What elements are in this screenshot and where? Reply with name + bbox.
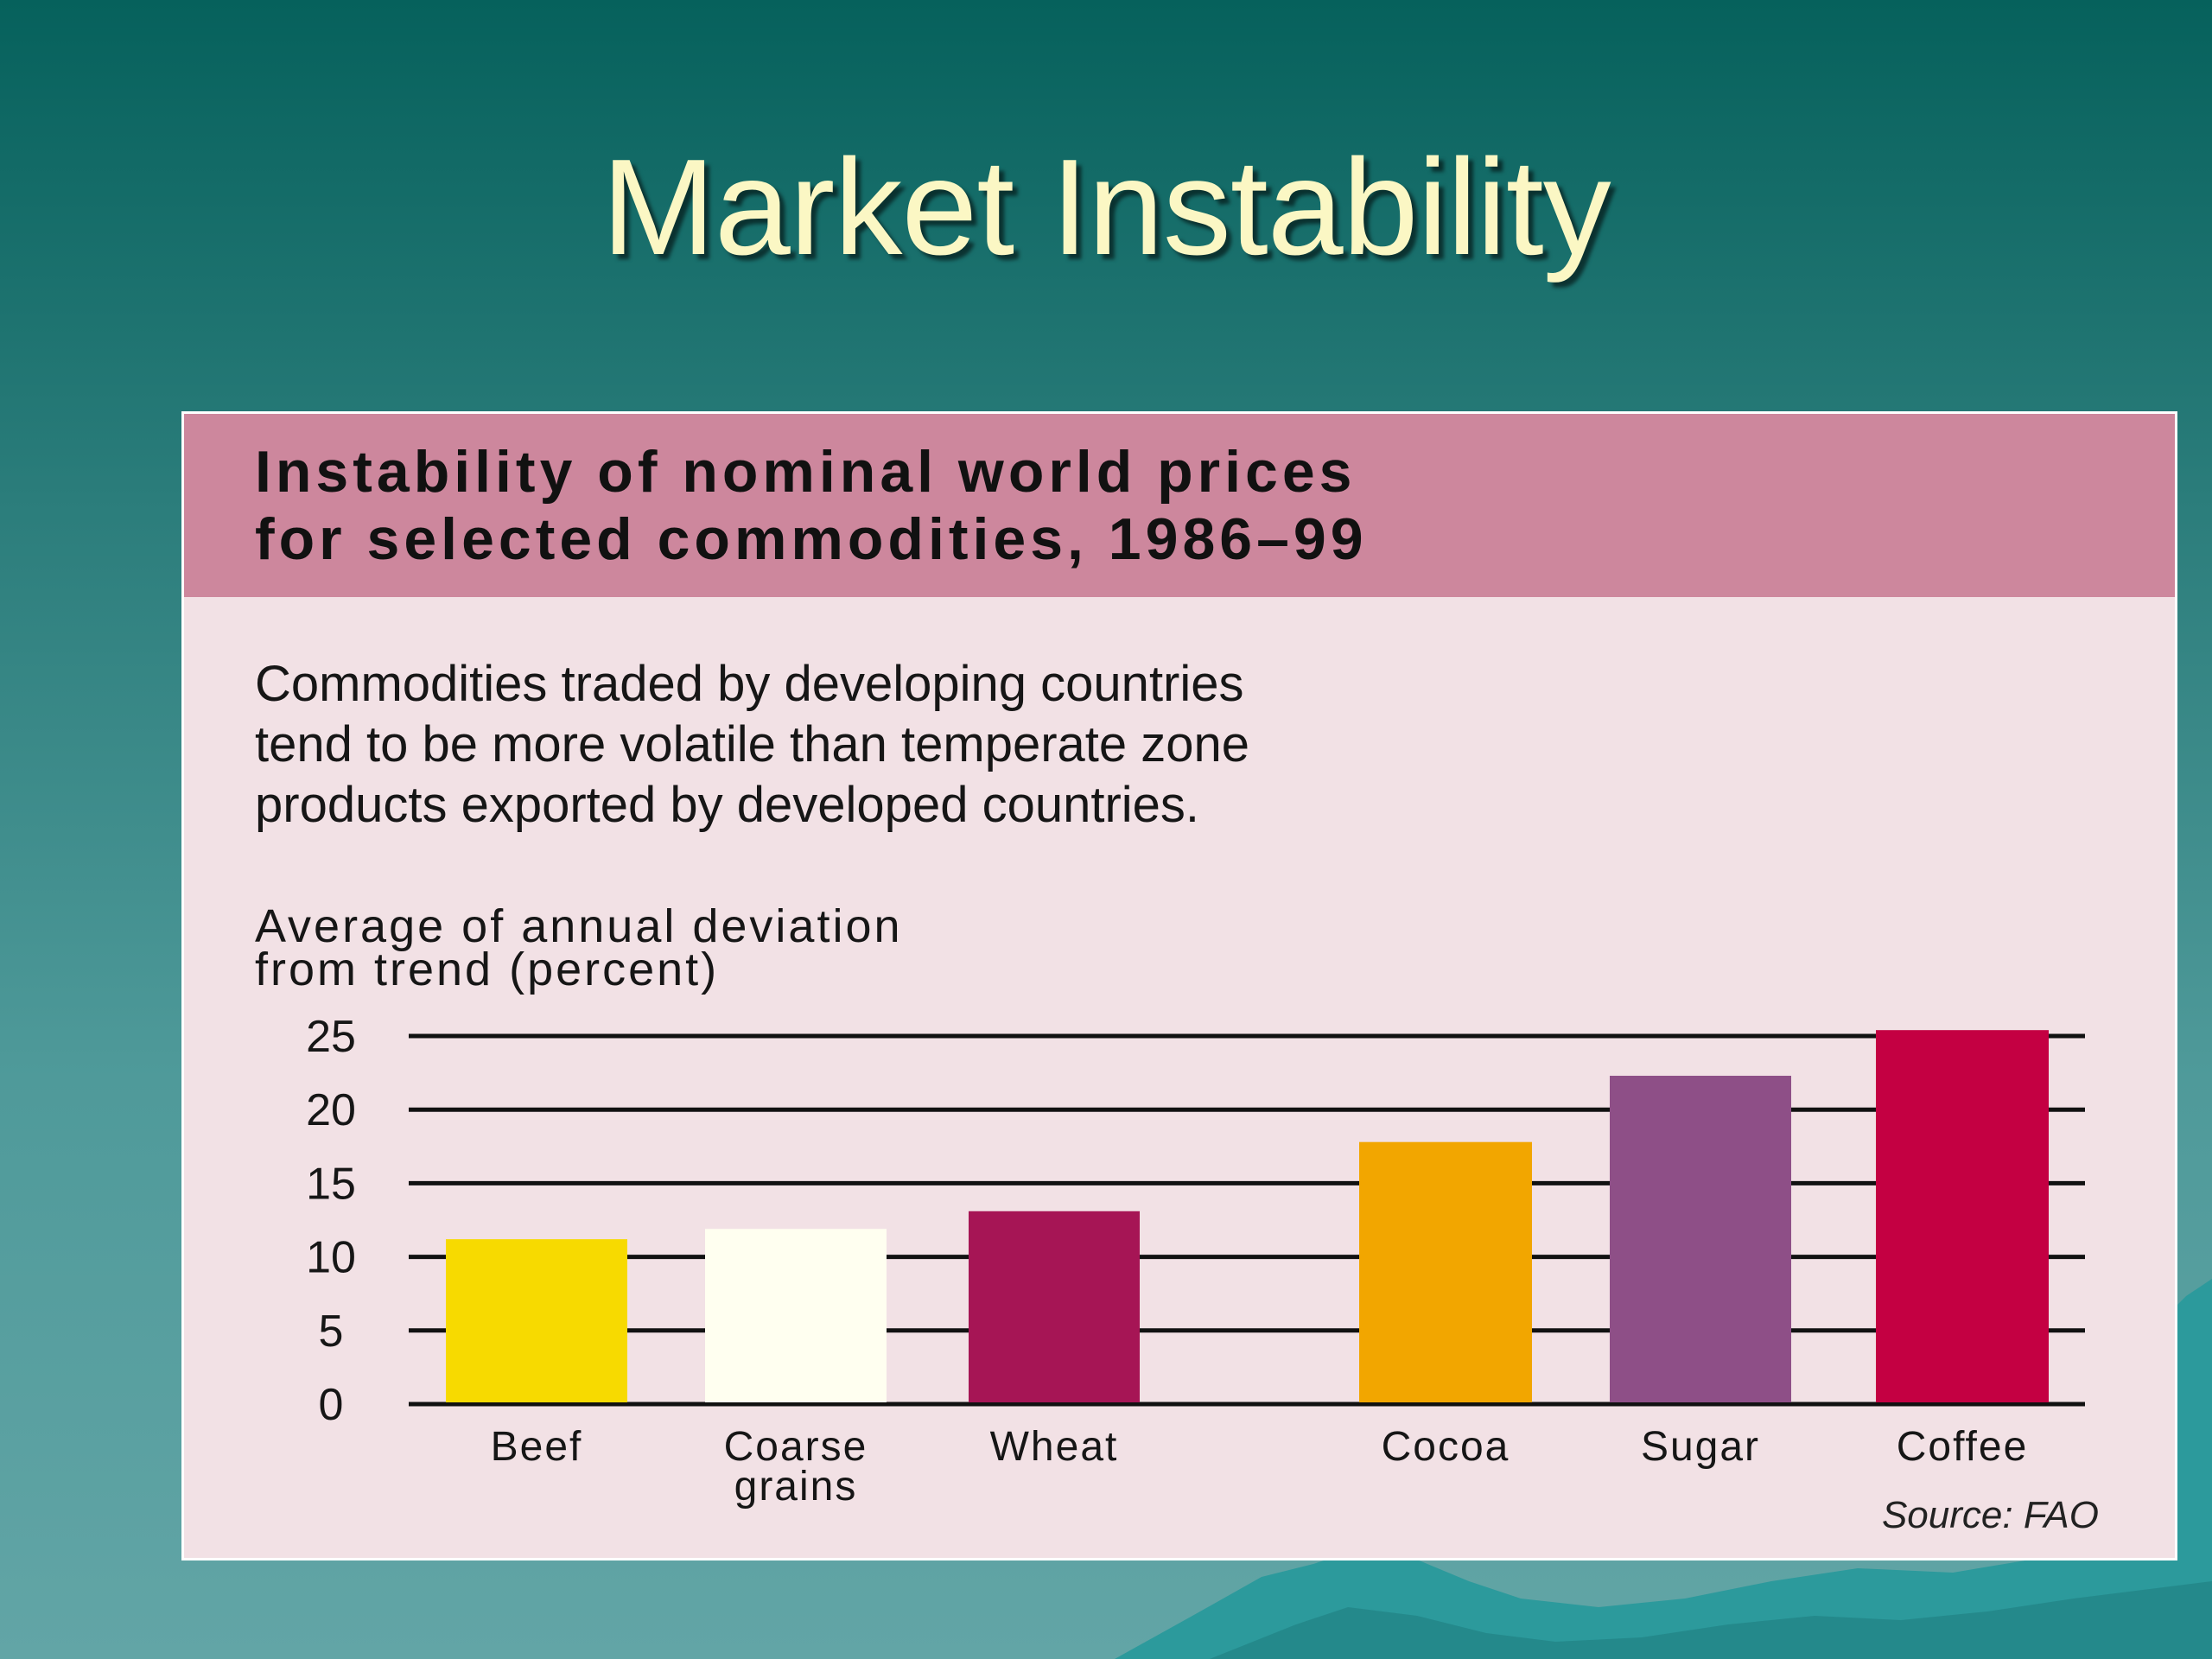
x-tick-label: Coarse grains [724, 1424, 868, 1510]
chart-header [184, 414, 2175, 597]
bar-coarse-grains [705, 1229, 887, 1402]
chart-source: Source: FAO [1881, 1494, 2099, 1536]
chart-subtitle: Commodities traded by developing countri… [255, 656, 1250, 833]
slide-title: Market Instability [601, 131, 1611, 283]
bar-wheat [969, 1211, 1140, 1402]
y-tick-label: 0 [319, 1380, 344, 1430]
x-tick-label: Cocoa [1382, 1424, 1510, 1470]
y-tick-label: 20 [306, 1085, 356, 1135]
x-tick-label: Beef [491, 1424, 583, 1470]
y-tick-label: 25 [306, 1012, 356, 1062]
bar-chart: 0 5 10 15 20 25 Beef Coarse grains Wheat Cocoa Suga… [306, 1012, 2085, 1510]
y-tick-label: 10 [306, 1233, 356, 1283]
x-tick-label: Sugar [1641, 1424, 1760, 1470]
chart-panel: Instability of nominal world prices for … [181, 411, 2177, 1560]
bar-cocoa [1359, 1141, 1532, 1402]
x-tick-label: Coffee [1897, 1424, 2029, 1470]
y-tick-label: 15 [306, 1159, 356, 1209]
y-axis-label: Average of annual deviation from trend (… [255, 900, 903, 995]
bar-sugar [1610, 1076, 1791, 1402]
y-tick-label: 5 [319, 1306, 344, 1357]
chart-title: Instability of nominal world prices for … [255, 439, 1368, 572]
bar-coffee [1876, 1030, 2049, 1402]
bar-beef [446, 1239, 627, 1402]
x-tick-label: Wheat [990, 1424, 1119, 1470]
